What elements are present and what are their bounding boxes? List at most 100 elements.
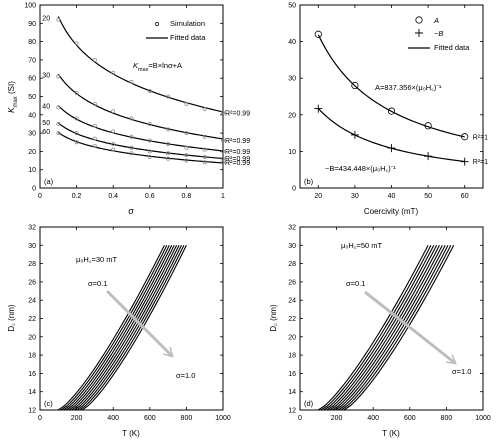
panel-d-sigma-end: σ=1.0 — [452, 367, 471, 376]
sim-point-40 — [166, 142, 171, 147]
legend-label-b: −B — [434, 29, 443, 38]
point-a — [387, 107, 396, 115]
sim-point-20 — [111, 70, 116, 75]
panel-b-ytick-label: 20 — [288, 112, 296, 119]
point-b — [387, 144, 396, 153]
r2-label-50: R²=0.99 — [225, 156, 250, 163]
panel-b-ytick-label: 40 — [288, 39, 296, 46]
legend-label-simulation: Simulation — [170, 19, 205, 28]
panel-d-xtick-label: 600 — [404, 415, 416, 422]
sim-point-30 — [221, 138, 225, 143]
panel-d-ytick-label: 20 — [288, 334, 296, 341]
panel-c-sigma-arrow — [105, 289, 172, 356]
panel-b-xtick-label: 20 — [314, 193, 322, 200]
sim-point-20 — [74, 41, 79, 46]
sim-point-50 — [92, 136, 97, 141]
r2-label-20: R²=0.99 — [225, 110, 250, 117]
panel-d-curves: (d) — [304, 245, 455, 411]
panel-c-ytick-label: 32 — [28, 225, 36, 232]
sim-point-50 — [111, 142, 116, 147]
panel-a-ytick-label: 10 — [28, 167, 36, 174]
panel-b-annotation-b: −B=434.448×(μ₀H꜀)⁻¹ — [325, 164, 396, 173]
sim-point-60 — [221, 160, 225, 165]
sim-point-40 — [74, 116, 79, 121]
sim-point-30 — [111, 109, 116, 114]
panel-d-curve — [320, 245, 432, 411]
panel-c-xtick-label: 0 — [38, 415, 42, 422]
panel-a-xtick-label: 0.6 — [145, 193, 155, 200]
panel-b-ytick-label: 0 — [292, 186, 296, 193]
panel-d-ytick-label: 32 — [288, 225, 296, 232]
sim-point-60 — [92, 143, 97, 148]
panel-c-curve — [79, 245, 185, 411]
sim-point-60 — [202, 160, 207, 165]
r2-label-60: R²=0.99 — [225, 160, 250, 167]
fit-curve-40 — [57, 105, 224, 152]
sim-point-40 — [184, 145, 189, 150]
point-a — [351, 81, 359, 90]
point-a — [314, 30, 322, 38]
legend-label-fitted-b: Fitted data — [434, 43, 470, 52]
panel-c-ytick-label: 16 — [28, 371, 36, 378]
panel-d-xtick-label: 200 — [331, 415, 343, 422]
sim-point-20 — [184, 101, 189, 106]
panel-a-ytick-label: 70 — [28, 57, 36, 64]
sim-point-40 — [202, 147, 207, 152]
sim-point-60 — [56, 131, 61, 136]
panel-a-letter: (a) — [44, 177, 54, 186]
panel-c-ticks: 0 200 400 600 800 1000 12 14 16 18 20 22 24 26 28 30 32 — [28, 225, 231, 423]
sim-point-50 — [221, 156, 225, 161]
panel-c-curve — [63, 245, 170, 411]
sim-point-40 — [92, 123, 97, 128]
panel-a-labels: 20 R²=0.99 30 R²=0.99 40 R²=0.99 50 R²=0.99 60 R²… — [42, 16, 250, 186]
sim-point-50 — [56, 121, 61, 126]
sim-point-50 — [147, 149, 152, 154]
legend-marker-b — [415, 29, 423, 37]
panel-a-xtick-label: 0.4 — [108, 193, 118, 200]
panel-a-ytick-label: 80 — [28, 39, 36, 46]
panel-d-xtick-label: 1000 — [475, 415, 491, 422]
panel-d-xtick-label: 800 — [441, 415, 453, 422]
sim-point-20 — [92, 57, 97, 62]
fit-curve-60 — [57, 132, 224, 164]
panel-d-ytick-label: 14 — [288, 389, 296, 396]
panel-b-xlabel: Coercivity (mT) — [364, 207, 419, 216]
panel-c-sigma-end: σ=1.0 — [176, 371, 195, 380]
panel-c-ytick-label: 14 — [28, 389, 36, 396]
panel-c-letter: (c) — [44, 399, 53, 408]
panel-b-ytick-label: 30 — [288, 76, 296, 83]
panel-c-xtick-label: 800 — [181, 415, 193, 422]
panel-d-ytick-label: 18 — [288, 353, 296, 360]
series-label-30: 30 — [42, 72, 50, 79]
panel-a-curves — [57, 16, 224, 164]
panel-c-curve — [71, 245, 178, 411]
sim-point-60 — [147, 154, 152, 159]
r2-label-b: R²=1 — [473, 159, 488, 166]
sim-point-30 — [166, 127, 171, 132]
legend-marker-a — [415, 16, 423, 24]
panel-c-ytick-label: 12 — [28, 408, 36, 415]
panel-a-legend: Simulation Fitted data — [146, 19, 206, 42]
panel-d-sigma-arrow — [364, 290, 455, 363]
panel-d-curve — [326, 245, 438, 411]
sim-point-20 — [166, 94, 171, 99]
panel-b-points — [314, 30, 469, 166]
panel-d-ytick-label: 28 — [288, 261, 296, 268]
sim-point-30 — [56, 74, 61, 79]
panel-b-ytick-label: 50 — [288, 3, 296, 10]
panel-c-curve — [73, 245, 180, 411]
panel-b-xtick-label: 60 — [461, 193, 469, 200]
panel-a-xtick-label: 1 — [221, 193, 225, 200]
panel-c-ytick-label: 24 — [28, 298, 36, 305]
sim-point-20 — [129, 79, 134, 84]
panel-c-curve — [68, 245, 175, 411]
sim-point-30 — [92, 101, 97, 106]
panel-a-ytick-label: 50 — [28, 94, 36, 101]
panel-d-ytick-label: 16 — [288, 371, 296, 378]
panel-d-ytick-label: 22 — [288, 316, 296, 323]
panel-c-ylabel: D꜀ (nm) — [7, 304, 16, 332]
sim-point-30 — [129, 116, 134, 121]
panel-b: 20 30 40 50 60 0 10 20 30 40 50 R²=1 R²=1 (b) Coerci… — [288, 3, 488, 217]
point-b — [460, 157, 469, 166]
panel-c-ytick-label: 20 — [28, 334, 36, 341]
